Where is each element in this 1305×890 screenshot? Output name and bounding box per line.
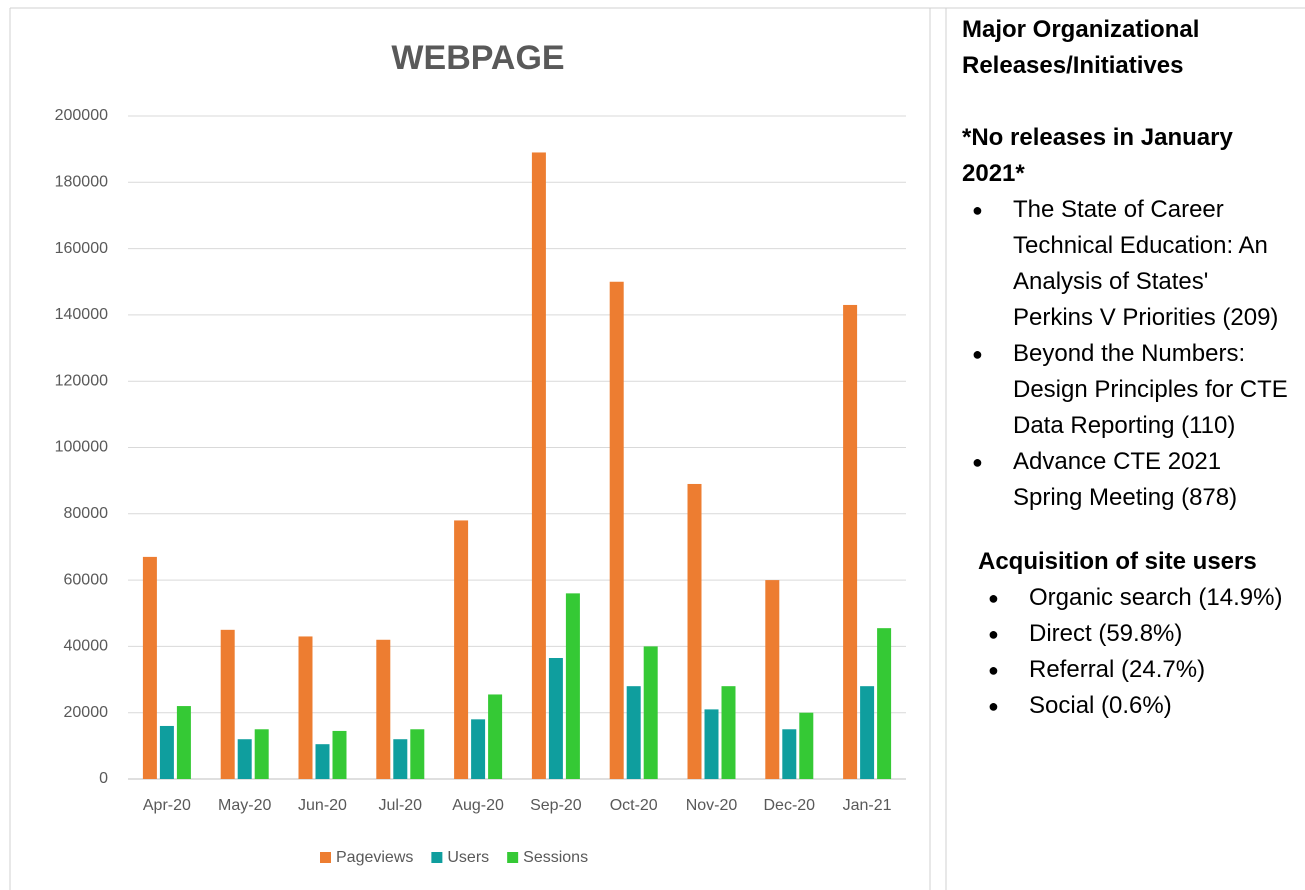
bar (393, 739, 408, 779)
list-item: Beyond the Numbers: Design Principles fo… (962, 336, 1293, 444)
acquisition-heading: Acquisition of site users (978, 548, 1257, 575)
x-tick-label: Oct-20 (610, 797, 658, 814)
list-item: Social (0.6%) (978, 688, 1289, 724)
y-tick-label: 40000 (64, 638, 109, 655)
bar (687, 483, 702, 779)
bar (704, 709, 719, 779)
panel-heading: Major Organizational Releases/Initiative… (962, 16, 1200, 79)
x-tick-label: Jun-20 (298, 797, 347, 814)
x-tick-label: Jul-20 (379, 797, 423, 814)
y-tick-label: 20000 (64, 704, 109, 721)
y-tick-label: 140000 (55, 306, 108, 323)
list-item: Direct (59.8%) (978, 616, 1289, 652)
bar (799, 712, 814, 779)
panel-note: *No releases in January 2021* (962, 124, 1233, 187)
bar (332, 730, 347, 779)
x-tick-label: Sep-20 (530, 797, 582, 814)
bar (609, 281, 624, 779)
bar (548, 658, 563, 779)
x-tick-label: Apr-20 (143, 797, 191, 814)
y-tick-label: 120000 (55, 372, 108, 389)
bar (315, 744, 330, 779)
bar (471, 719, 486, 779)
y-tick-label: 60000 (64, 571, 109, 588)
bar (565, 593, 580, 779)
list-item: Advance CTE 2021 Spring Meeting (878) (962, 444, 1293, 516)
bar (531, 152, 546, 780)
y-tick-label: 80000 (64, 505, 109, 522)
list-item: Organic search (14.9%) (978, 580, 1289, 616)
bar (454, 520, 469, 779)
y-tick-label: 160000 (55, 240, 108, 257)
y-tick-label: 200000 (55, 107, 108, 124)
x-tick-label: Aug-20 (452, 797, 504, 814)
bar (765, 580, 780, 779)
bar (410, 729, 425, 779)
bar (721, 686, 736, 779)
list-item: The State of Career Technical Education:… (962, 192, 1293, 336)
legend-label: Sessions (523, 849, 588, 866)
x-tick-label: May-20 (218, 797, 271, 814)
acquisition-list: Organic search (14.9%)Direct (59.8%)Refe… (978, 580, 1297, 724)
legend-label: Pageviews (336, 849, 413, 866)
x-tick-label: Jan-21 (843, 797, 892, 814)
y-tick-label: 100000 (55, 439, 108, 456)
bar (376, 639, 391, 779)
bar (782, 729, 797, 779)
side-panel: Major Organizational Releases/Initiative… (962, 12, 1297, 724)
release-list: The State of Career Technical Education:… (962, 192, 1297, 516)
legend-label: Users (447, 849, 489, 866)
bar (254, 729, 269, 779)
legend-swatch (320, 852, 331, 863)
y-tick-label: 180000 (55, 174, 108, 191)
bar (237, 739, 252, 779)
bar (843, 304, 858, 779)
bar (626, 686, 641, 779)
list-item: Referral (24.7%) (978, 652, 1289, 688)
bar (142, 556, 157, 779)
y-tick-label: 0 (99, 770, 108, 787)
legend-swatch (507, 852, 519, 863)
bar (298, 636, 313, 779)
bar (860, 686, 875, 779)
legend-swatch (431, 852, 443, 863)
bar (877, 628, 892, 779)
bar (488, 694, 503, 779)
bar (159, 725, 174, 779)
bar (176, 706, 191, 779)
acquisition: Acquisition of site users Organic search… (978, 544, 1297, 724)
bar (643, 646, 658, 779)
chart-title: WEBPAGE (391, 39, 564, 77)
x-tick-label: Nov-20 (686, 797, 738, 814)
bar (220, 629, 235, 779)
x-tick-label: Dec-20 (764, 797, 816, 814)
